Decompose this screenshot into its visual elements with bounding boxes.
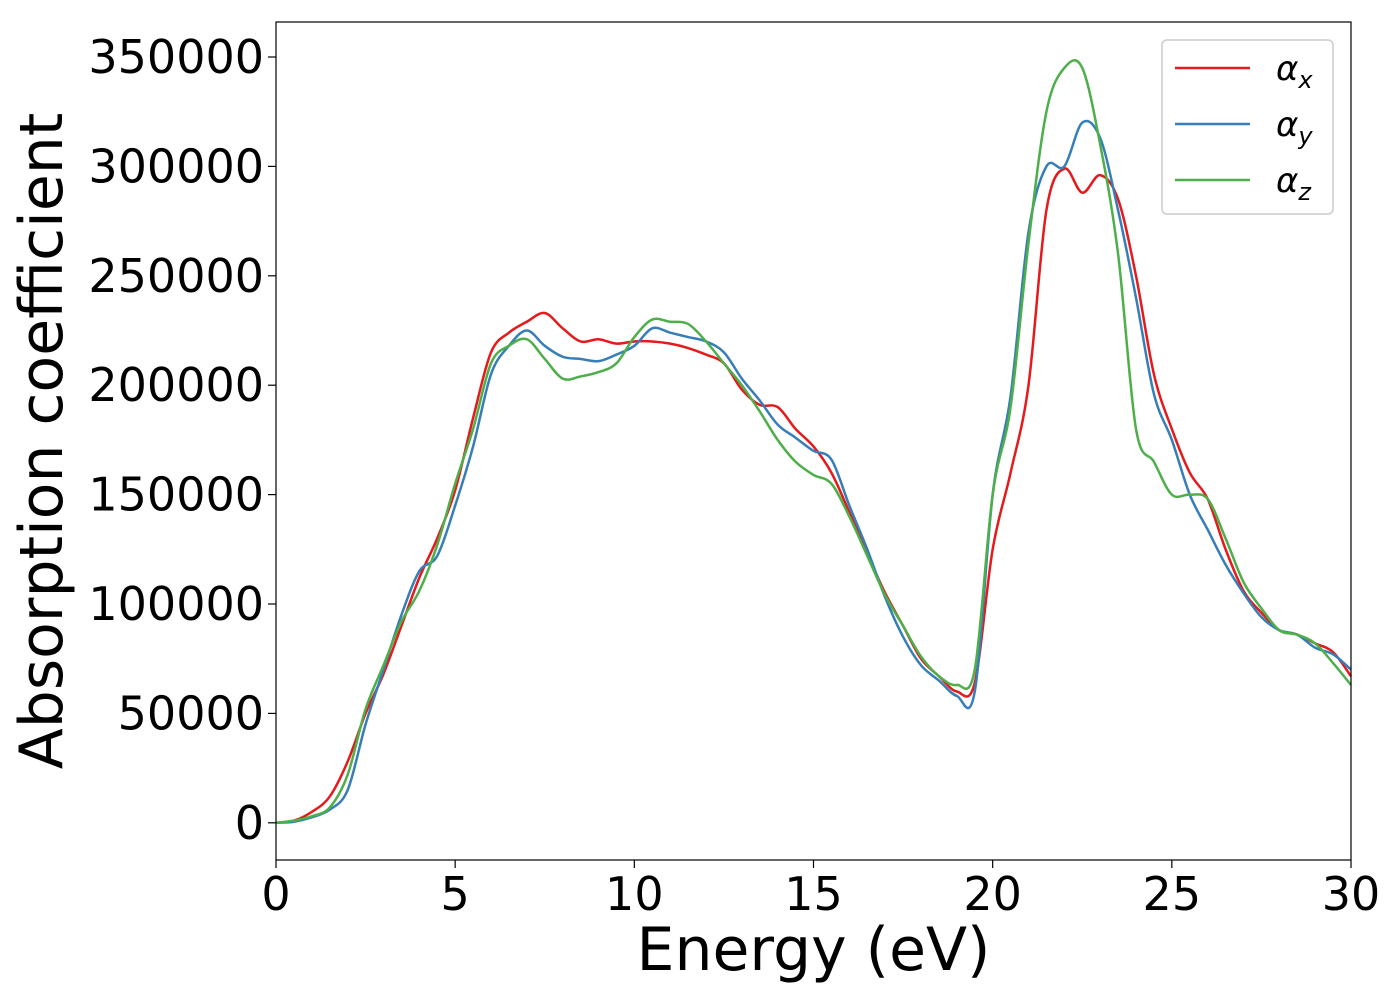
- legend-label-y: αy: [1276, 105, 1313, 150]
- x-tick-label: 10: [605, 867, 664, 921]
- x-axis-ticks: 0 5 10 15 20 25 30: [261, 860, 1380, 921]
- series-layer: [275, 59, 1353, 825]
- series-line-z: [275, 59, 1352, 825]
- legend-box: [1161, 39, 1334, 215]
- y-tick-label: 100000: [88, 577, 264, 631]
- legend-label-z: αz: [1276, 161, 1312, 206]
- x-tick-label: 5: [441, 867, 470, 921]
- y-tick-label: 150000: [88, 468, 264, 522]
- x-tick-label: 20: [963, 867, 1022, 921]
- legend-label-x: αx: [1276, 49, 1313, 94]
- y-axis-ticks: 0 50000 100000 150000 200000 250000 300000 3500…: [88, 30, 276, 850]
- y-axis-title: Absorption coefficient: [7, 113, 77, 770]
- x-tick-label: 25: [1143, 867, 1202, 921]
- x-tick-label: 15: [784, 867, 843, 921]
- x-axis-title: Energy (eV): [637, 915, 991, 985]
- series-line-x: [275, 167, 1353, 825]
- y-tick-label: 350000: [88, 30, 264, 84]
- x-tick-label: 30: [1322, 867, 1381, 921]
- y-tick-label: 50000: [118, 686, 264, 740]
- y-tick-label: 0: [235, 796, 264, 850]
- legend: αx αy αz: [1161, 39, 1334, 215]
- y-tick-label: 300000: [88, 139, 264, 193]
- y-tick-label: 200000: [88, 358, 264, 412]
- x-tick-label: 0: [261, 867, 290, 921]
- series-line-y: [275, 119, 1352, 825]
- y-tick-label: 250000: [88, 249, 264, 303]
